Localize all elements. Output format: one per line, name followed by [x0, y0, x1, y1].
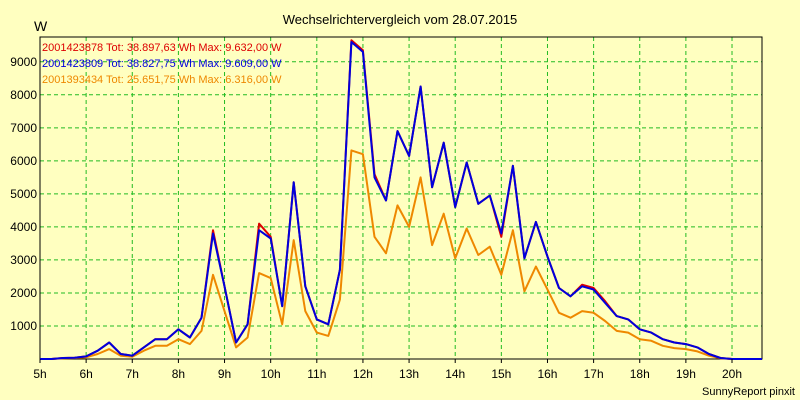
x-tick-label: 6h [79, 367, 92, 381]
y-tick-label: 6000 [10, 154, 37, 168]
grid [39, 37, 762, 359]
x-tick-label: 19h [676, 367, 696, 381]
y-tick-label: 2000 [10, 286, 37, 300]
y-tick-label: 3000 [10, 253, 37, 267]
series-line-2001423809 [40, 41, 762, 360]
y-tick-label: 1000 [10, 319, 37, 333]
y-tick-label: 8000 [10, 88, 37, 102]
y-tick-label: 4000 [10, 220, 37, 234]
y-axis-unit: W [34, 18, 48, 34]
x-tick-label: 16h [537, 367, 557, 381]
y-axis-ticks: 1000 2000 3000 4000 5000 6000 7000 8000 9000 [10, 55, 37, 333]
legend-entry-2001393434: 2001393434 Tot: 25.651,75 Wh Max: 6.316,… [42, 74, 282, 86]
y-tick-label: 7000 [10, 121, 37, 135]
x-tick-label: 10h [261, 367, 281, 381]
y-tick-label: 9000 [10, 55, 37, 69]
x-tick-label: 20h [722, 367, 742, 381]
x-tick-label: 14h [445, 367, 465, 381]
x-tick-label: 17h [584, 367, 604, 381]
x-tick-label: 15h [491, 367, 511, 381]
series-lines [40, 39, 762, 360]
legend-entry-2001423878: 2001423878 Tot: 38.897,63 Wh Max: 9.632,… [42, 42, 282, 54]
legend-entry-2001423809: 2001423809 Tot: 38.827,75 Wh Max: 9.609,… [42, 58, 282, 70]
x-tick-label: 5h [33, 367, 46, 381]
x-tick-label: 7h [126, 367, 139, 381]
plot-area-border [39, 36, 763, 360]
x-tick-label: 13h [399, 367, 419, 381]
x-tick-label: 9h [218, 367, 231, 381]
legend: 2001423878 Tot: 38.897,63 Wh Max: 9.632,… [42, 42, 282, 86]
chart-title: Wechselrichtervergleich vom 28.07.2015 [283, 12, 518, 27]
x-tick-label: 12h [353, 367, 373, 381]
x-tick-label: 8h [172, 367, 185, 381]
x-axis-ticks: 5h 6h 7h 8h 9h 10h 11h 12h 13h 14h 15h 16h 17h 18h 19h… [33, 359, 742, 381]
x-tick-label: 18h [630, 367, 650, 381]
y-tick-label: 5000 [10, 187, 37, 201]
x-tick-label: 11h [307, 367, 326, 381]
series-line-2001393434 [40, 149, 762, 360]
credit-text: SunnyReport pinxit [702, 386, 795, 398]
